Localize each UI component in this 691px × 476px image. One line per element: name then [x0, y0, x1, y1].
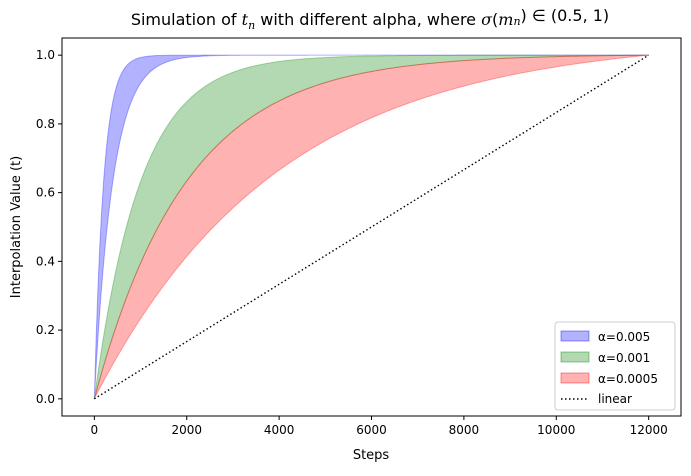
x-tick-label: 4000 [264, 423, 295, 437]
x-tick-label: 2000 [171, 423, 202, 437]
legend-label-2: α=0.0005 [598, 372, 658, 386]
linear-reference-line [93, 54, 650, 400]
x-tick-label: 10000 [537, 423, 575, 437]
legend-label-1: α=0.001 [598, 351, 650, 365]
legend-swatch-1 [560, 351, 590, 363]
y-tick-label: 0.8 [36, 117, 55, 131]
legend-label-linear: linear [598, 392, 632, 406]
x-tick-label: 8000 [449, 423, 480, 437]
x-tick-label: 6000 [356, 423, 387, 437]
legend-box [554, 321, 676, 411]
series-band-0 [93, 54, 649, 399]
x-tick-label: 0 [91, 423, 99, 437]
y-tick-label: 0.2 [36, 323, 55, 337]
chart-title: Simulation of tn with different alpha, w… [131, 6, 609, 32]
y-tick-label: 0.4 [36, 254, 55, 268]
x-axis-label: Steps [353, 448, 390, 463]
legend-swatch-2 [560, 372, 590, 384]
y-axis-label: Interpolation Value (t) [9, 156, 24, 298]
legend-label-0: α=0.005 [598, 330, 650, 344]
axes: 0 2000 4000 6000 8000 10000 12000 0.0 0.2 0.4 0.6 0… [36, 37, 682, 437]
y-tick-label: 0.6 [36, 186, 55, 200]
y-tick-label: 0.0 [36, 392, 55, 406]
y-tick-label: 1.0 [36, 48, 55, 62]
plot-area [93, 54, 650, 400]
x-tick-label: 12000 [630, 423, 668, 437]
legend-swatch-0 [560, 330, 590, 342]
legend: α=0.005 α=0.001 α=0.0005 linear [554, 321, 676, 411]
